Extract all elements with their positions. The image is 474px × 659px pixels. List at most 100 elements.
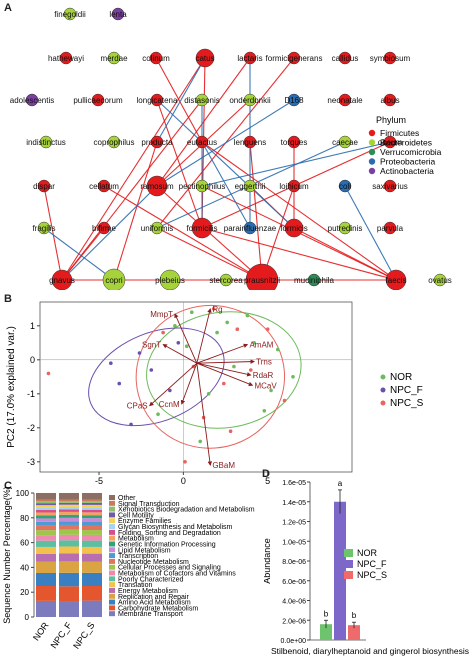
stack-legend-swatch (109, 500, 115, 506)
phylum-legend-label: Firmicutes (380, 128, 419, 138)
network-node-label: formicigenerans (266, 54, 323, 63)
panel-label-b: B (4, 293, 12, 305)
network-node-label: putredinis (328, 224, 363, 233)
network-node (149, 51, 163, 65)
network-edges (43, 57, 397, 281)
pca-ytick-label: 0 (30, 355, 35, 365)
abun-legend-label: NPC_F (357, 559, 387, 569)
pca-point (275, 347, 280, 352)
pca-point (215, 330, 219, 335)
stack-segment (36, 535, 56, 541)
network-edge (201, 141, 391, 187)
network-node (338, 93, 352, 107)
stack-legend-label: Genetic Information Processing (118, 541, 216, 548)
network-node (195, 135, 209, 149)
abun-ytick-label: 6.0e-06 (282, 579, 306, 586)
network-edge (155, 57, 203, 143)
network-node (243, 135, 257, 149)
network-node-label: symbiosum (370, 54, 411, 63)
stack-legend-label: Replication and Repair (118, 594, 189, 601)
network-node (338, 135, 352, 149)
stack-legend-label: Nucleotide Metabolism (118, 559, 189, 566)
pca-group-ellipse (146, 311, 302, 429)
network-node (383, 179, 397, 193)
stack-legend-swatch (109, 524, 115, 530)
network-node (102, 268, 126, 290)
pca-point (262, 409, 267, 413)
abun-xlabel: Stilbenoid, diarylheptanoid and gingerol… (271, 646, 469, 656)
network-node (243, 51, 257, 65)
network-node-label: saxivarius (372, 182, 408, 191)
stack-segment (36, 503, 56, 506)
stack-segment (36, 505, 56, 508)
stack-segment (36, 561, 56, 573)
abun-bar (348, 625, 360, 640)
network-node-label: finegoldii (54, 10, 86, 19)
stack-segment (59, 586, 79, 602)
stack-legend-swatch (109, 576, 115, 582)
abun-legend-label: NPC_S (357, 570, 387, 580)
pca-loading-label: Rg (212, 305, 222, 314)
network-node (37, 221, 51, 235)
network-node-label: formicilis (186, 224, 217, 233)
network-edge (43, 227, 115, 281)
stack-segment (59, 534, 79, 541)
stack-group-label: NPC_F (49, 620, 74, 650)
stack-legend-label: Enzyme Families (118, 518, 172, 525)
stack-segment (59, 561, 79, 573)
stack-legend-swatch (109, 512, 115, 518)
pca-loading-arrow (196, 359, 255, 364)
pca-point (117, 381, 122, 386)
stack-segment (59, 499, 79, 502)
stack-segment (59, 514, 79, 518)
pca-point (156, 412, 160, 416)
network-node (195, 179, 209, 193)
network-node (219, 273, 233, 287)
network-node (338, 221, 352, 235)
network-edge (156, 57, 251, 187)
stack-segment (36, 509, 56, 513)
network-node-label: lenta (109, 10, 127, 19)
stack-legend-label: Energy Metabolism (118, 588, 178, 595)
pca-point (252, 341, 256, 345)
pca-point (235, 327, 240, 331)
abun-bar (334, 501, 346, 640)
network-node-label: albus (380, 96, 399, 105)
stack-segment (36, 501, 56, 504)
pca-ytick-label: -1 (27, 389, 35, 399)
network-node (287, 93, 301, 107)
phylum-legend-swatch (368, 158, 376, 165)
pca-point (129, 422, 133, 427)
pca-loading-label: SgnT (142, 341, 161, 350)
network-nodes: finegoldii lenta hathewayi merdae colinum cat… (10, 7, 452, 290)
stack-segment (59, 572, 79, 587)
stack-segment (36, 493, 56, 500)
stack-legend-label: Cell Motility (118, 512, 154, 519)
stack-legend-swatch (109, 611, 115, 617)
phylum-legend: Phylum FirmicutesBacteroidetesVerrucomicr… (368, 115, 442, 176)
stack-legend-label: Lipid Metabolism (118, 547, 171, 554)
network-node (243, 93, 257, 107)
stack-legend-label: Amino Acid Metabolism (118, 600, 191, 607)
stack-ytick-label: 80 (20, 514, 29, 523)
network-node-label: eutactus (187, 138, 217, 147)
pca-point (232, 364, 236, 369)
pca-point (265, 327, 270, 331)
network-node (338, 51, 352, 65)
stack-segment (59, 546, 79, 554)
stack-legend-label: Carbohydrate Metabolism (118, 605, 198, 612)
pca-loading-label: Trns (256, 358, 272, 367)
pca-point (149, 368, 154, 372)
pca-xtick-label: 5 (265, 476, 270, 486)
stack-legend-swatch (109, 529, 115, 535)
pca-point (245, 313, 250, 318)
pca-point (269, 388, 273, 393)
phylum-legend-label: Verrucomicrobia (380, 147, 442, 157)
pca-legend-label: NOR (390, 372, 412, 383)
network-node-label: onderdonkii (229, 96, 271, 105)
pca-point (183, 460, 187, 464)
network-node-label: formicis (280, 224, 308, 233)
abun-legend-swatch (344, 549, 353, 557)
stack-segment (82, 504, 102, 508)
pca-point (225, 320, 229, 325)
